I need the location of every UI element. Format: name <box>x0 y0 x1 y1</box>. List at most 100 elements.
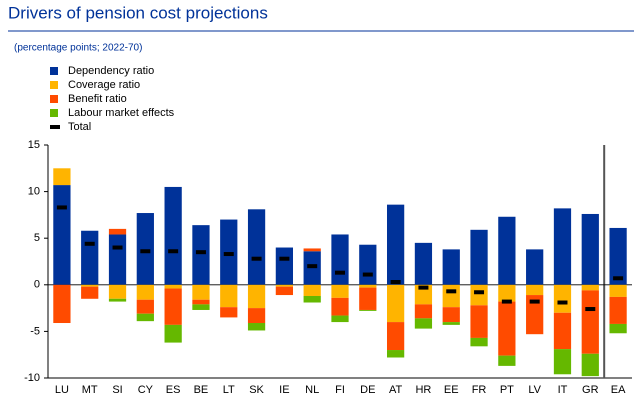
legend-swatch <box>50 95 58 103</box>
x-tick-label: LU <box>55 384 69 396</box>
bar-segment <box>581 213 599 285</box>
bar-segment <box>53 284 71 324</box>
bar-segment <box>81 230 99 285</box>
x-tick-label: GR <box>582 384 599 396</box>
bar-segment <box>414 304 433 319</box>
total-marker <box>168 249 179 254</box>
bar-segment <box>498 301 516 356</box>
legend-label: Coverage ratio <box>68 79 140 91</box>
bar-segment <box>331 315 349 323</box>
bar-segment <box>609 296 627 324</box>
total-marker <box>613 276 624 281</box>
legend-label: Benefit ratio <box>68 93 127 105</box>
bar-segment <box>414 284 433 305</box>
bar-segment <box>108 234 127 285</box>
bar-segment <box>303 295 321 303</box>
x-tick-label: ES <box>166 384 181 396</box>
bar-segment <box>331 234 349 285</box>
total-marker <box>418 285 429 290</box>
total-marker <box>279 256 290 261</box>
bar-segment <box>275 286 294 296</box>
x-tick-label: SI <box>112 384 122 396</box>
total-marker <box>56 205 67 210</box>
bar-segment <box>81 284 99 287</box>
bar-segment <box>275 247 294 285</box>
x-tick-label: PT <box>500 384 514 396</box>
bar-segment <box>359 244 377 285</box>
bar-segment <box>553 349 572 375</box>
bar-segment <box>136 313 154 322</box>
bar-segment <box>247 323 266 331</box>
total-marker <box>307 264 318 269</box>
total-marker <box>501 299 512 304</box>
x-tick-label: HR <box>415 384 431 396</box>
bar-segment <box>442 322 460 325</box>
total-marker <box>557 300 568 305</box>
bar-segment <box>442 249 460 285</box>
total-marker <box>195 250 206 255</box>
legend-label: Total <box>68 121 91 133</box>
x-tick-label: MT <box>82 384 98 396</box>
bar-segment <box>192 284 210 300</box>
bar-segment <box>303 284 321 296</box>
x-tick-label: IE <box>279 384 289 396</box>
bar-segment <box>386 284 405 323</box>
total-marker <box>529 299 540 304</box>
x-tick-label: BE <box>194 384 209 396</box>
bar-segment <box>526 284 544 296</box>
x-tick-label: SK <box>249 384 264 396</box>
total-marker <box>390 280 401 285</box>
bar-segment <box>108 228 127 235</box>
bar-segment <box>470 229 488 285</box>
y-tick-label: 15 <box>28 139 40 151</box>
legend-label: Labour market effects <box>68 107 175 119</box>
bar-segment <box>192 304 210 310</box>
bar-segment <box>53 168 71 186</box>
bar-segment <box>164 324 182 343</box>
bar-segment <box>164 284 182 289</box>
x-tick-label: LT <box>223 384 235 396</box>
bar-segment <box>303 248 321 252</box>
bar-segment <box>192 225 210 285</box>
bar-segment <box>331 297 349 316</box>
bar-segment <box>526 295 544 335</box>
bar-segment <box>609 323 627 334</box>
bar-segment <box>470 305 488 338</box>
bar-segment <box>553 284 572 313</box>
bar-segment <box>442 284 460 308</box>
bar-segment <box>470 284 488 306</box>
y-tick-label: 0 <box>34 279 40 291</box>
x-tick-label: LV <box>528 384 541 396</box>
bar-segment <box>164 186 182 285</box>
bar-segment <box>386 350 405 358</box>
x-tick-label: IT <box>558 384 568 396</box>
bar-segment <box>470 337 488 347</box>
total-marker <box>223 252 234 257</box>
total-marker <box>84 241 95 246</box>
bar-segment <box>164 288 182 325</box>
y-tick-label: 5 <box>34 232 40 244</box>
bar-segment <box>108 298 127 302</box>
bar-segment <box>136 213 154 285</box>
y-tick-label: 10 <box>28 186 40 198</box>
x-tick-label: NL <box>305 384 319 396</box>
bar-segment <box>108 284 127 299</box>
y-tick-label: -10 <box>24 372 40 384</box>
chart-title: Drivers of pension cost projections <box>8 3 268 22</box>
x-tick-label: FI <box>335 384 345 396</box>
bar-segment <box>81 286 99 299</box>
chart-subtitle: (percentage points; 2022-70) <box>14 43 142 54</box>
bar-segment <box>553 312 572 350</box>
bar-segment <box>359 287 377 310</box>
bar-segment <box>498 355 516 366</box>
bar-segment <box>609 227 627 285</box>
bar-segment <box>247 284 266 309</box>
bar-segment <box>498 284 516 302</box>
bar-segment <box>581 284 599 291</box>
bar-segment <box>526 249 544 285</box>
legend-swatch <box>50 67 58 75</box>
bar-segment <box>553 208 572 285</box>
legend-swatch <box>50 125 60 129</box>
